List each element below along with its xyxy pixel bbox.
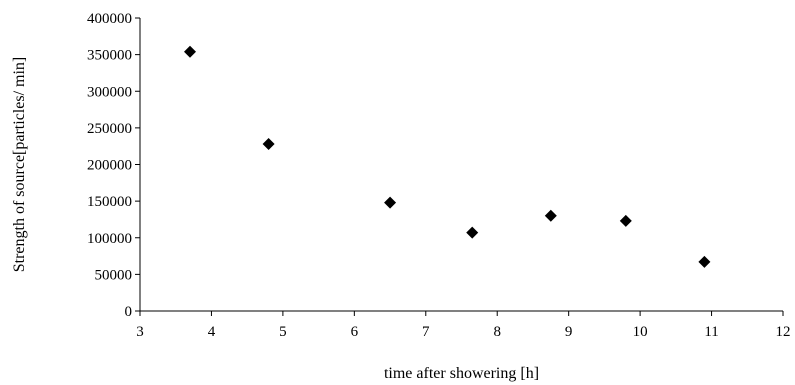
x-tick-label: 5 — [279, 324, 287, 340]
y-axis-ticks: 0 50000 100000 150000 200000 250000 300000 3500… — [87, 11, 140, 320]
data-point — [544, 209, 557, 222]
x-tick-label: 4 — [208, 324, 216, 340]
x-tick-label: 11 — [704, 324, 718, 340]
x-tick-label: 3 — [136, 324, 144, 340]
x-axis-ticks: 3 4 5 6 7 8 9 10 11 12 — [136, 311, 791, 340]
y-tick-label: 50000 — [95, 267, 133, 283]
data-point — [698, 255, 711, 268]
y-tick-label: 250000 — [87, 121, 132, 137]
y-tick-label: 150000 — [87, 194, 132, 210]
y-tick-label: 0 — [125, 304, 133, 320]
data-points — [184, 45, 711, 268]
y-tick-label: 350000 — [87, 48, 132, 64]
y-tick-label: 300000 — [87, 84, 132, 100]
x-tick-label: 10 — [633, 324, 648, 340]
x-axis-title: time after showering [h] — [384, 365, 539, 382]
data-point — [184, 45, 197, 58]
y-axis-title: Strength of source[particles/ min] — [11, 57, 28, 273]
x-tick-label: 9 — [565, 324, 573, 340]
x-tick-label: 6 — [351, 324, 359, 340]
data-point — [466, 226, 479, 239]
y-tick-label: 400000 — [87, 11, 132, 27]
axes — [139, 18, 783, 312]
x-tick-label: 8 — [493, 324, 501, 340]
x-tick-label: 12 — [776, 324, 791, 340]
y-tick-label: 100000 — [87, 231, 132, 247]
data-point — [619, 214, 632, 227]
data-point — [384, 196, 397, 209]
data-point — [262, 137, 275, 150]
x-tick-label: 7 — [422, 324, 430, 340]
y-tick-label: 200000 — [87, 158, 132, 174]
